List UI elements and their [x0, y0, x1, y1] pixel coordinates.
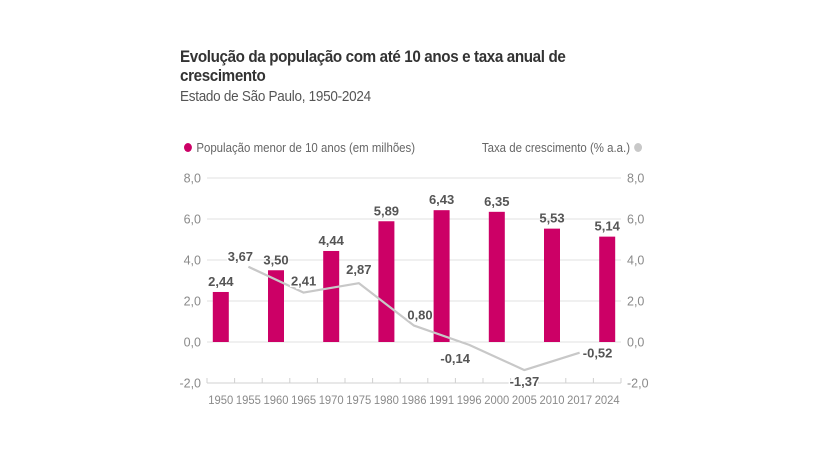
- y-tick-label-left: 6,0: [184, 213, 201, 227]
- bar: [323, 250, 340, 342]
- x-tick-label: 1991: [429, 395, 454, 407]
- bar-data-label: 6,35: [484, 194, 509, 209]
- legend-line-marker-icon: [634, 143, 642, 152]
- y-tick-label-right: 8,0: [627, 172, 644, 186]
- bar: [599, 236, 616, 342]
- line-data-label: -1,37: [510, 374, 540, 389]
- legend-label-population: População menor de 10 anos (em milhões): [196, 140, 416, 155]
- bar: [212, 291, 229, 342]
- line-data-label: 2,41: [291, 274, 316, 289]
- x-tick-label: 2005: [512, 395, 537, 407]
- legend-item-growth-rate: Taxa de crescimento (% a.a.): [482, 140, 642, 155]
- legend-label-growth-rate: Taxa de crescimento (% a.a.): [481, 140, 630, 155]
- y-tick-label-left: 4,0: [184, 254, 201, 268]
- y-tick-label-right: 6,0: [627, 213, 644, 227]
- y-tick-label-left: 0,0: [184, 336, 201, 350]
- bar: [268, 270, 284, 342]
- x-tick-label: 1950: [208, 395, 233, 407]
- legend-item-population: População menor de 10 anos (em milhões): [184, 140, 415, 155]
- y-tick-label-left: 2,0: [184, 295, 201, 309]
- bar-data-label: 6,43: [429, 192, 454, 207]
- x-tick-label: 1960: [264, 395, 289, 407]
- y-tick-label-right: 4,0: [627, 254, 644, 268]
- bar: [433, 210, 450, 342]
- x-axis: 1950 1955 1960 1965 1970 1975 1980 1986 1991 1996…: [206, 378, 622, 407]
- x-tick-label: 1996: [457, 395, 482, 407]
- x-tick-label: 2024: [595, 395, 621, 407]
- y-tick-label-right: 0,0: [627, 336, 644, 350]
- line-data-label: 2,87: [346, 262, 371, 277]
- bar: [488, 211, 505, 342]
- bar-data-label: 5,89: [374, 203, 399, 218]
- x-tick-label: 1970: [319, 395, 344, 407]
- line-data-label: 0,80: [407, 308, 432, 323]
- bar-data-label: 5,53: [539, 211, 564, 226]
- x-tick-label: 1965: [291, 395, 316, 407]
- x-tick-label: 1975: [346, 395, 371, 407]
- chart-title: Evolução da população com até 10 anos e …: [180, 48, 566, 85]
- x-tick-label: 1986: [402, 395, 427, 407]
- legend-bar-marker-icon: [184, 143, 192, 152]
- bar: [378, 221, 395, 342]
- line-data-label: 3,67: [228, 249, 253, 264]
- x-tick-label: 2017: [567, 395, 592, 407]
- x-tick-label: 2000: [484, 395, 509, 407]
- y-tick-label-right: -2,0: [627, 377, 649, 391]
- y-axis-right: -2,0 0,0 2,0 4,0 6,0 8,0: [627, 172, 649, 391]
- y-tick-label-left: 8,0: [184, 172, 201, 186]
- bar-data-label: 4,44: [319, 233, 345, 248]
- data-labels: 2,44 3,50 4,44 5,89 6,43 6,35 5,53 5,14 3,67 2,41…: [208, 192, 621, 390]
- y-tick-label-left: -2,0: [179, 377, 201, 391]
- line-series: [247, 265, 580, 372]
- chart-subtitle: Estado de São Paulo, 1950-2024: [180, 88, 371, 105]
- y-axis-left: -2,0 0,0 2,0 4,0 6,0 8,0: [179, 172, 201, 391]
- x-tick-label: 1955: [236, 395, 261, 407]
- bar-data-label: 2,44: [208, 274, 234, 289]
- y-tick-label-right: 2,0: [627, 295, 644, 309]
- x-tick-label: 1980: [374, 395, 399, 407]
- bar-data-label: 5,14: [595, 219, 621, 234]
- bar-series: [212, 210, 616, 342]
- x-tick-label: 2010: [540, 395, 565, 407]
- bar-data-label: 3,50: [263, 252, 288, 267]
- line-data-label: -0,14: [440, 351, 470, 366]
- line-data-label: -0,52: [583, 346, 613, 361]
- bar: [544, 228, 560, 342]
